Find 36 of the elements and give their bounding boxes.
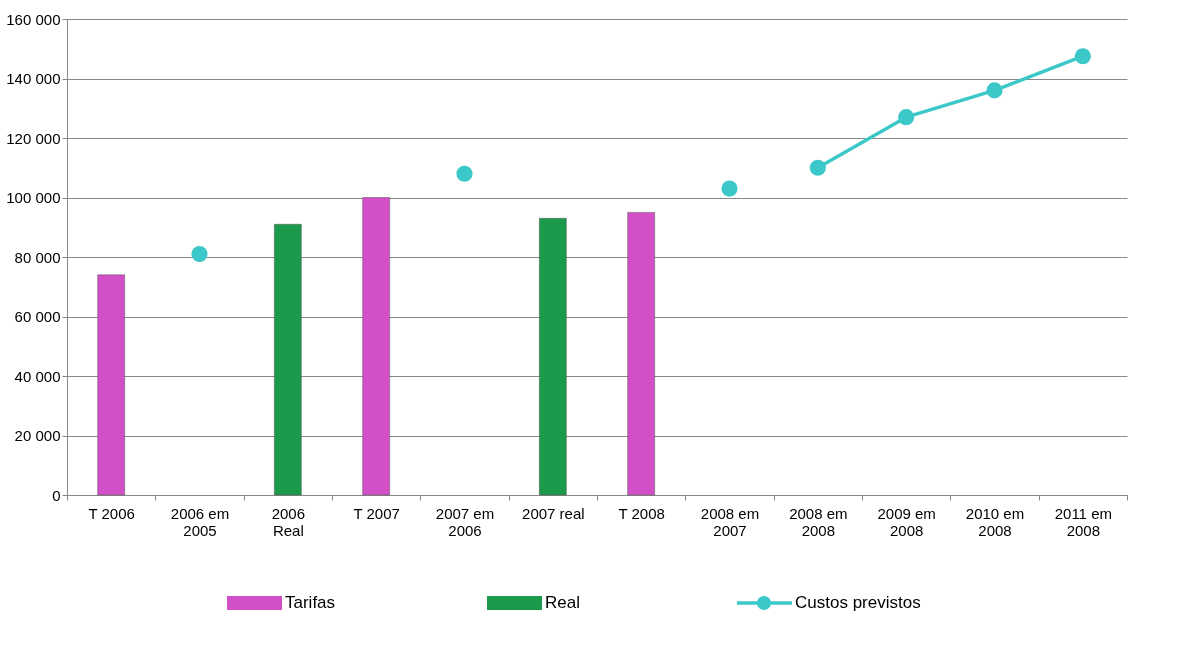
- point: [191, 245, 208, 263]
- x-tick-label: 2009 em 2008: [877, 504, 936, 539]
- y-tick-label: 60 000: [14, 308, 61, 325]
- x-tick-label: T 2006: [88, 504, 135, 522]
- point: [1074, 48, 1091, 65]
- y-tick-label: 40 000: [14, 367, 61, 385]
- x-tick-label: 2011 em 2008: [1054, 504, 1112, 539]
- y-tick-label: 140 000: [6, 70, 61, 87]
- point: [721, 180, 738, 197]
- x-tick-label: 2008 em 2008: [789, 504, 848, 539]
- legend-label: Custos previstos: [795, 593, 921, 612]
- y-tick-label: 0: [52, 486, 61, 504]
- x-tick-label: 2006 em 2005: [170, 504, 230, 539]
- x-tick-label: 2010 em 2008: [965, 504, 1025, 539]
- y-tick-label: 120 000: [6, 129, 61, 147]
- y-tick-label: 160 000: [6, 10, 61, 28]
- bar: [362, 197, 390, 496]
- x-tick-label: 2007 real: [522, 504, 585, 522]
- legend-label: Real: [545, 593, 580, 612]
- point: [986, 82, 1003, 99]
- bar: [627, 212, 655, 496]
- x-tick-label: 2006 Real: [271, 504, 306, 539]
- point: [898, 109, 915, 126]
- y-tick-label: 100 000: [6, 189, 61, 206]
- x-tick-label: T 2007: [353, 504, 400, 522]
- x-tick-label: 2008 em 2007: [700, 504, 760, 539]
- point: [809, 159, 826, 176]
- bar: [97, 274, 125, 496]
- bar: [539, 218, 567, 496]
- point: [456, 165, 473, 182]
- y-tick-label: 80 000: [14, 248, 61, 266]
- y-tick-label: 20 000: [14, 427, 61, 444]
- bar: [274, 224, 302, 496]
- x-tick-label: T 2008: [618, 504, 665, 522]
- legend-label: Tarifas: [285, 593, 336, 612]
- x-tick-label: 2007 em 2006: [435, 504, 495, 539]
